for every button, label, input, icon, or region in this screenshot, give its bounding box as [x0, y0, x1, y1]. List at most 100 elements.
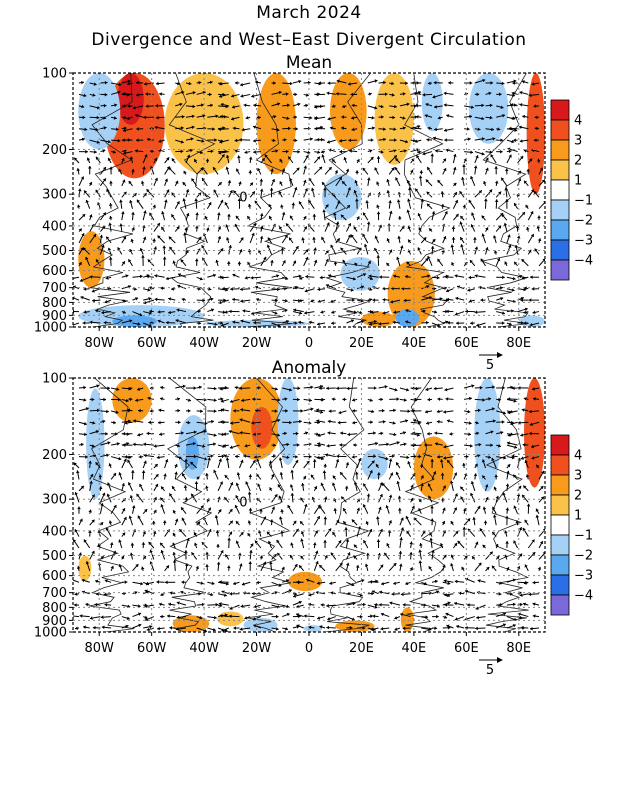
vector-arrowhead	[400, 612, 404, 617]
vector-arrowhead	[141, 470, 146, 474]
vector-arrowhead	[171, 214, 175, 218]
vector-arrowhead	[485, 157, 489, 161]
colorbar-swatch	[550, 514, 570, 536]
vector-arrowhead	[316, 581, 320, 585]
vector-arrowhead	[305, 93, 309, 97]
vector-arrowhead	[446, 309, 449, 314]
vector-arrowhead	[168, 602, 172, 607]
vector-arrowhead	[534, 248, 538, 252]
vector-arrowhead	[259, 235, 264, 239]
vector-arrowhead	[239, 563, 243, 567]
vector-arrowhead	[340, 431, 344, 436]
vector-arrowhead	[199, 150, 203, 155]
vector-arrowhead	[157, 420, 161, 425]
vector-arrowhead	[433, 136, 437, 141]
vector-arrowhead	[176, 308, 180, 312]
vector-arrowhead	[225, 224, 229, 228]
vector-arrowhead	[403, 298, 407, 303]
vector-arrowhead	[471, 212, 475, 216]
vector-arrowhead	[460, 237, 464, 241]
vector-arrowhead	[256, 386, 260, 390]
vector-arrowhead	[132, 106, 136, 110]
vector-arrowhead	[161, 211, 165, 215]
vector-arrowhead	[300, 531, 305, 535]
vector-arrowhead	[82, 321, 86, 325]
vector-arrowhead	[441, 497, 445, 501]
vector-arrowhead	[131, 211, 135, 215]
vector-arrowhead	[330, 552, 334, 556]
vector-arrowhead	[269, 487, 273, 491]
vector-arrowhead	[382, 419, 386, 424]
vector-arrowhead	[521, 408, 525, 412]
vector-arrowhead	[103, 126, 107, 130]
vector-arrowhead	[407, 461, 411, 465]
y-tick-label: 300	[42, 493, 67, 508]
vector-arrowhead	[478, 285, 482, 290]
shaded-region	[524, 378, 545, 488]
vector-arrowhead	[492, 514, 497, 518]
vector-arrowhead	[143, 453, 147, 458]
vector-arrowhead	[415, 115, 419, 119]
vector-arrowhead	[326, 444, 330, 448]
zero-contour	[89, 73, 134, 327]
vector-arrowhead	[229, 606, 233, 610]
vector-arrow	[73, 579, 80, 583]
vector-arrowhead	[504, 261, 508, 265]
vector-arrowhead	[442, 158, 446, 162]
vector-arrowhead	[398, 551, 403, 554]
vector-arrowhead	[482, 398, 486, 402]
vector-arrowhead	[488, 455, 491, 459]
vector-arrowhead	[284, 308, 288, 313]
vector-arrowhead	[286, 103, 290, 108]
vector-arrowhead	[354, 471, 359, 475]
vector-arrowhead	[226, 261, 231, 264]
vector-arrowhead	[353, 310, 357, 315]
vector-arrowhead	[256, 473, 260, 478]
vector-arrowhead	[365, 521, 370, 525]
y-tick-label: 200	[42, 143, 67, 158]
vector-arrowhead	[304, 188, 308, 192]
vector-arrowhead	[410, 498, 414, 502]
vector-arrowhead	[478, 190, 482, 194]
vector-arrowhead	[285, 149, 289, 154]
vector-arrowhead	[393, 563, 397, 567]
vector-arrowhead	[453, 472, 458, 476]
vector-arrowhead	[218, 458, 223, 462]
vector-arrowhead	[512, 81, 516, 85]
vector-arrowhead	[505, 199, 509, 202]
vector-arrowhead	[315, 408, 319, 412]
vector-arrowhead	[318, 81, 322, 85]
vector-arrowhead	[537, 215, 541, 219]
vector-arrowhead	[80, 442, 84, 447]
vector-arrowhead	[371, 591, 375, 596]
vector-arrowhead	[229, 592, 233, 596]
x-tick-label: 20W	[242, 641, 272, 656]
x-tick-label: 0	[305, 641, 313, 656]
vector-arrowhead	[457, 540, 461, 545]
vector-arrowhead	[202, 178, 206, 182]
vector-arrowhead	[152, 204, 157, 208]
colorbar-swatch	[550, 474, 570, 496]
vector-arrowhead	[143, 460, 147, 464]
vector-arrowhead	[454, 493, 458, 497]
vector-arrowhead	[387, 223, 391, 227]
vector-arrowhead	[410, 484, 414, 488]
vector-arrowhead	[79, 278, 83, 283]
vector-arrowhead	[316, 455, 320, 460]
vector-arrowhead	[325, 284, 330, 288]
vector-arrowhead	[123, 458, 127, 462]
vector-arrowhead	[514, 128, 518, 132]
vector-arrowhead	[532, 602, 536, 606]
vector-arrowhead	[129, 319, 133, 323]
vector-arrowhead	[511, 454, 515, 459]
vector-arrowhead	[537, 566, 542, 570]
vector-arrowhead	[149, 149, 153, 154]
vector-arrowhead	[440, 543, 444, 547]
vector-arrowhead	[513, 474, 517, 478]
vector-arrowhead	[104, 92, 108, 97]
vector-arrowhead	[77, 188, 82, 192]
vector-arrowhead	[413, 517, 418, 521]
vector-arrowhead	[432, 95, 436, 99]
vector-arrowhead	[85, 407, 89, 411]
vector-arrowhead	[143, 442, 146, 447]
